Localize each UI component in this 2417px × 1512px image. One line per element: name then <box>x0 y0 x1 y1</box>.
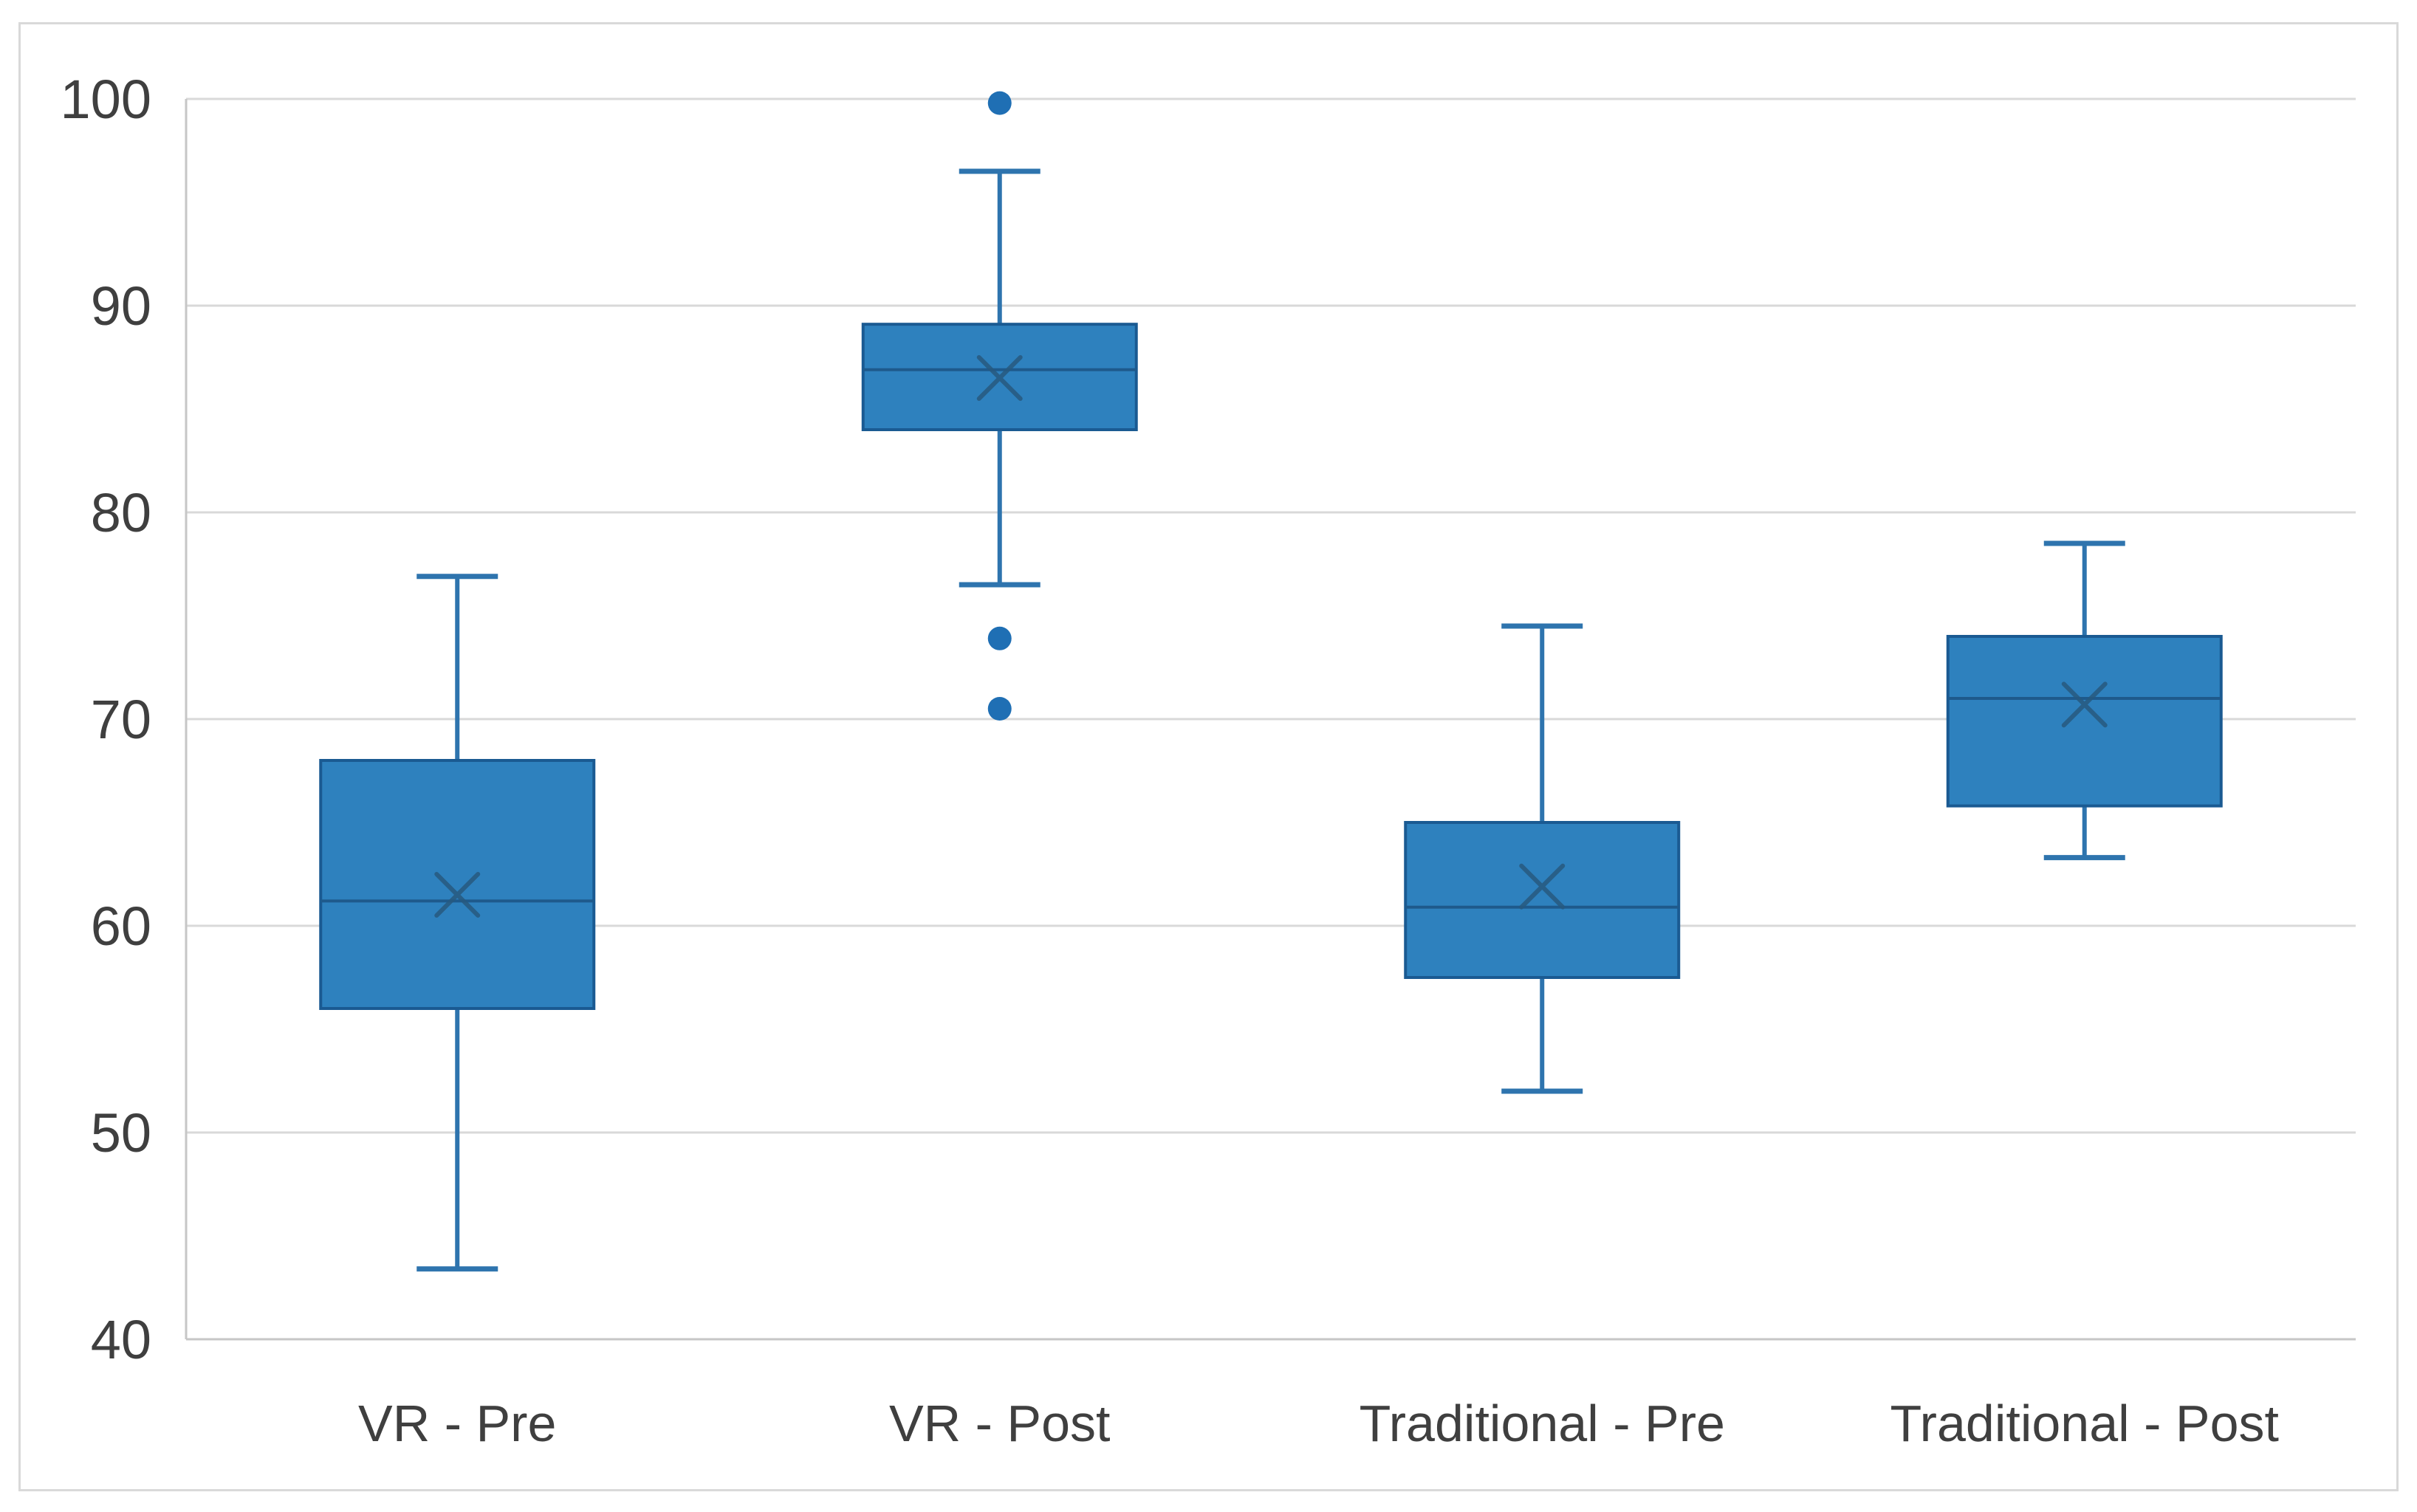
y-axis-tick-label-70: 70 <box>91 689 151 750</box>
mean-marker <box>976 355 1023 401</box>
boxplot-vr-post[interactable] <box>861 91 1138 721</box>
y-axis-tick-label-100: 100 <box>61 69 151 130</box>
outlier-dot-0 <box>987 91 1012 115</box>
y-axis-tick-label-80: 80 <box>91 482 151 543</box>
boxplot-traditional-post[interactable] <box>1946 540 2223 861</box>
iqr-box[interactable] <box>1404 821 1681 979</box>
y-axis-tick-label-60: 60 <box>91 896 151 957</box>
y-axis-tick-label-40: 40 <box>91 1309 151 1370</box>
y-axis-tick-label-90: 90 <box>91 275 151 337</box>
x-axis-category-label-2: VR - Post <box>889 1395 1111 1452</box>
iqr-box[interactable] <box>319 759 596 1010</box>
boxplot-traditional-pre[interactable] <box>1404 623 1681 1094</box>
y-axis-tick-label-50: 50 <box>91 1102 151 1164</box>
x-axis-category-label-3: Traditional - Pre <box>1360 1395 1725 1452</box>
mean-marker <box>1519 863 1566 910</box>
mean-marker <box>434 872 481 918</box>
iqr-box[interactable] <box>1946 635 2223 808</box>
outlier-dot-1 <box>987 626 1012 650</box>
boxplot-vr-pre[interactable] <box>319 574 596 1272</box>
mean-marker <box>2061 681 2108 728</box>
x-axis-category-label-4: Traditional - Post <box>1890 1395 2279 1452</box>
x-axis-category-label-1: VR - Pre <box>358 1395 556 1452</box>
outlier-dot-2 <box>987 697 1012 721</box>
